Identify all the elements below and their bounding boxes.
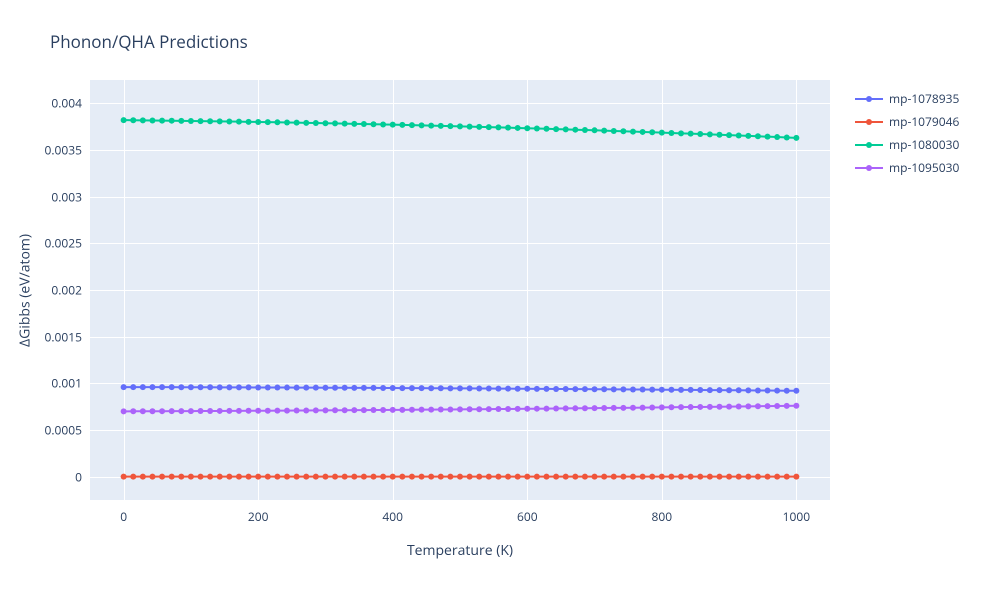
y-tick-label: 0.0035 bbox=[45, 142, 82, 159]
x-tick-label: 800 bbox=[652, 508, 673, 525]
y-tick-label: 0 bbox=[75, 468, 82, 485]
y-tick-label: 0.002 bbox=[51, 282, 82, 299]
y-tick-label: 0.001 bbox=[51, 375, 82, 392]
y-tick-label: 0.0015 bbox=[45, 328, 82, 345]
legend-item-mp-1078935[interactable]: mp-1078935 bbox=[855, 90, 959, 107]
y-gridline bbox=[90, 197, 830, 198]
y-gridline bbox=[90, 477, 830, 478]
x-tick-label: 1000 bbox=[783, 508, 810, 525]
y-gridline bbox=[90, 337, 830, 338]
legend-swatch bbox=[855, 116, 883, 128]
legend: mp-1078935 mp-1079046 mp-1080030 mp-1095030 bbox=[855, 90, 959, 176]
legend-item-mp-1080030[interactable]: mp-1080030 bbox=[855, 136, 959, 153]
y-gridline bbox=[90, 150, 830, 151]
legend-label: mp-1078935 bbox=[889, 90, 959, 107]
y-axis-title: ΔGibbs (eV/atom) bbox=[15, 80, 35, 500]
x-tick-label: 200 bbox=[248, 508, 269, 525]
y-gridline bbox=[90, 290, 830, 291]
y-tick-label: 0.0025 bbox=[45, 235, 82, 252]
legend-item-mp-1079046[interactable]: mp-1079046 bbox=[855, 113, 959, 130]
chart-container: Phonon/QHA Predictions ΔGibbs (eV/atom) … bbox=[0, 0, 1000, 600]
x-tick-label: 600 bbox=[517, 508, 538, 525]
x-tick-label: 400 bbox=[382, 508, 403, 525]
chart-title: Phonon/QHA Predictions bbox=[50, 30, 248, 53]
x-axis-title: Temperature (K) bbox=[90, 541, 830, 560]
y-tick-label: 0.003 bbox=[51, 188, 82, 205]
legend-label: mp-1095030 bbox=[889, 159, 959, 176]
legend-item-mp-1095030[interactable]: mp-1095030 bbox=[855, 159, 959, 176]
y-tick-label: 0.0005 bbox=[45, 422, 82, 439]
plot-area[interactable] bbox=[90, 80, 830, 500]
y-gridline bbox=[90, 243, 830, 244]
legend-swatch bbox=[855, 162, 883, 174]
legend-swatch bbox=[855, 93, 883, 105]
y-gridline bbox=[90, 430, 830, 431]
legend-label: mp-1079046 bbox=[889, 113, 959, 130]
y-tick-label: 0.004 bbox=[51, 95, 82, 112]
legend-label: mp-1080030 bbox=[889, 136, 959, 153]
legend-swatch bbox=[855, 139, 883, 151]
x-tick-label: 0 bbox=[120, 508, 127, 525]
y-gridline bbox=[90, 103, 830, 104]
y-gridline bbox=[90, 383, 830, 384]
